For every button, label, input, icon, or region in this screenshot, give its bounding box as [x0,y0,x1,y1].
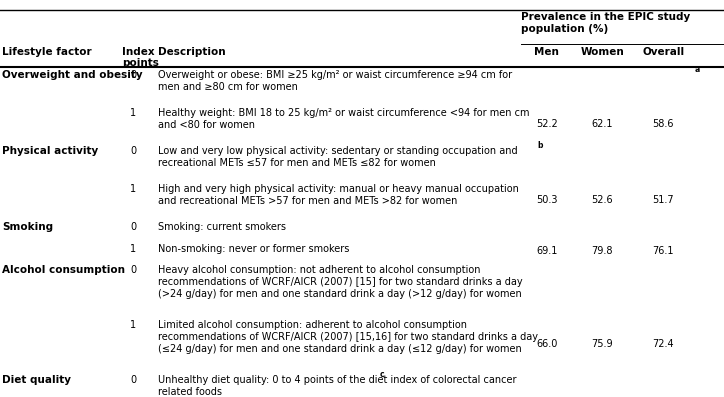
Text: 79.8: 79.8 [592,246,613,256]
Text: Unhealthy diet quality: 0 to 4 points of the diet index of colorectal cancer
rel: Unhealthy diet quality: 0 to 4 points of… [158,375,516,397]
Text: Alcohol consumption: Alcohol consumption [2,265,125,275]
Text: Smoking: current smokers: Smoking: current smokers [158,222,286,232]
Text: 0: 0 [130,146,136,156]
Text: 62.1: 62.1 [592,119,613,129]
Text: Men: Men [534,47,559,57]
Text: 52.6: 52.6 [592,195,613,205]
Text: 0: 0 [130,265,136,275]
Text: Non-smoking: never or former smokers: Non-smoking: never or former smokers [158,244,349,254]
Text: 0: 0 [130,70,136,80]
Text: 51.7: 51.7 [652,195,674,205]
Text: Overall: Overall [642,47,684,57]
Text: Women: Women [581,47,624,57]
Text: 1: 1 [130,108,136,118]
Text: Overweight or obese: BMI ≥25 kg/m² or waist circumference ≥94 cm for
men and ≥80: Overweight or obese: BMI ≥25 kg/m² or wa… [158,70,512,92]
Text: b: b [537,141,543,150]
Text: 69.1: 69.1 [536,246,557,256]
Text: Smoking: Smoking [2,222,54,232]
Text: Low and very low physical activity: sedentary or standing occupation and
recreat: Low and very low physical activity: sede… [158,146,518,168]
Text: Prevalence in the EPIC study
population (%): Prevalence in the EPIC study population … [521,12,691,33]
Text: 0: 0 [130,375,136,385]
Text: Physical activity: Physical activity [2,146,98,156]
Text: a: a [695,65,700,74]
Text: Diet quality: Diet quality [2,375,71,385]
Text: 1: 1 [130,244,136,254]
Text: Heavy alcohol consumption: not adherent to alcohol consumption
recommendations o: Heavy alcohol consumption: not adherent … [158,265,523,299]
Text: Healthy weight: BMI 18 to 25 kg/m² or waist circumference <94 for men cm
and <80: Healthy weight: BMI 18 to 25 kg/m² or wa… [158,108,529,130]
Text: 75.9: 75.9 [592,339,613,349]
Text: 0: 0 [130,222,136,232]
Text: High and very high physical activity: manual or heavy manual occupation
and recr: High and very high physical activity: ma… [158,184,518,206]
Text: c: c [380,370,384,379]
Text: 72.4: 72.4 [652,339,674,349]
Text: Overweight and obesity: Overweight and obesity [2,70,143,80]
Text: 66.0: 66.0 [536,339,557,349]
Text: Description: Description [158,47,225,57]
Text: 58.6: 58.6 [652,119,674,129]
Text: Index
points: Index points [122,47,159,68]
Text: Limited alcohol consumption: adherent to alcohol consumption
recommendations of : Limited alcohol consumption: adherent to… [158,320,538,354]
Text: 50.3: 50.3 [536,195,557,205]
Text: Lifestyle factor: Lifestyle factor [2,47,92,57]
Text: 1: 1 [130,320,136,330]
Text: 52.2: 52.2 [536,119,557,129]
Text: 1: 1 [130,184,136,194]
Text: 76.1: 76.1 [652,246,674,256]
